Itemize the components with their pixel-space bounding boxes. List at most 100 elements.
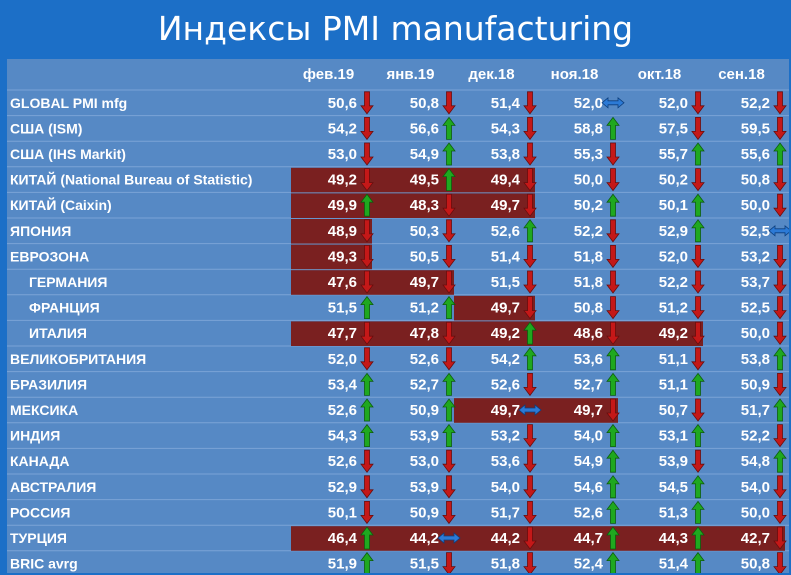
value-label: 55,3: [574, 146, 603, 163]
trend-down-icon: [606, 142, 620, 166]
value-cell: 47,6: [328, 270, 374, 294]
trend-down-icon: [773, 193, 787, 217]
value-cell: 52,7: [410, 372, 456, 396]
value-label: 53,8: [741, 351, 770, 368]
trend-down-icon: [606, 270, 620, 294]
column-header: сен.18: [718, 66, 765, 83]
value-label: 54,0: [574, 428, 603, 445]
value-label: 53,2: [491, 428, 520, 445]
value-label: 53,9: [410, 428, 439, 445]
row-label: GLOBAL PMI mfg: [10, 95, 127, 111]
value-cell: 54,8: [741, 449, 787, 473]
value-label: 52,0: [328, 351, 357, 368]
value-cell: 46,4: [328, 526, 374, 550]
trend-up-icon: [691, 526, 705, 550]
trend-down-icon: [523, 142, 537, 166]
value-label: 54,2: [328, 120, 357, 137]
value-label: 53,1: [659, 428, 688, 445]
value-label: 47,6: [328, 274, 357, 291]
table-row: США (IHS Markit) 53,0 54,9 53,8 55,3 55,7 55,6: [10, 142, 787, 166]
highlight-cell: [537, 526, 622, 551]
value-cell: 44,7: [574, 526, 620, 550]
value-cell: 52,2: [659, 270, 705, 294]
trend-down-icon: [360, 347, 374, 371]
trend-down-icon: [691, 321, 705, 345]
value-cell: 52,6: [491, 219, 537, 243]
table-row: МЕКСИКА 52,6 50,9 49,7 49,7 50,7 51,7: [10, 398, 787, 423]
trend-up-icon: [360, 551, 374, 573]
value-cell: 48,3: [410, 193, 456, 217]
value-label: 50,9: [741, 376, 770, 393]
row-label: КАНАДА: [10, 453, 69, 469]
trend-down-icon: [773, 526, 787, 550]
value-cell: 52,5: [741, 296, 787, 320]
value-label: 50,2: [659, 172, 688, 189]
pmi-table: фев.19 янв.19 дек.18 ноя.18 окт.18 сен.18 GLOB…: [7, 59, 789, 573]
value-cell: 53,7: [741, 270, 787, 294]
value-label: 51,8: [491, 556, 520, 573]
trend-down-icon: [523, 270, 537, 294]
highlight-cell: [291, 167, 373, 193]
value-cell: 54,3: [328, 423, 374, 447]
value-cell: 50,1: [328, 501, 374, 525]
table-row: КИТАЙ (National Bureau of Statistic) 49,2…: [10, 167, 787, 193]
value-label: 48,6: [574, 325, 603, 342]
value-cell: 53,8: [491, 142, 537, 166]
row-label: МЕКСИКА: [10, 402, 78, 418]
value-label: 44,2: [491, 530, 520, 547]
value-label: 50,2: [574, 197, 603, 214]
value-label: 52,0: [659, 95, 688, 112]
value-label: 50,9: [410, 504, 439, 521]
value-cell: 54,0: [741, 475, 787, 499]
column-header: фев.19: [303, 66, 354, 83]
value-label: 54,0: [491, 479, 520, 496]
trend-up-icon: [691, 475, 705, 499]
value-label: 52,2: [659, 274, 688, 291]
value-label: 52,7: [574, 376, 603, 393]
value-cell: 50,6: [328, 91, 374, 115]
trend-up-icon: [360, 372, 374, 396]
value-cell: 47,7: [328, 321, 374, 345]
trend-up-icon: [691, 423, 705, 447]
value-cell: 49,7: [491, 193, 537, 217]
trend-up-icon: [606, 449, 620, 473]
trend-down-icon: [523, 526, 537, 550]
value-label: 54,6: [574, 479, 603, 496]
value-cell: 53,9: [410, 423, 456, 447]
value-label: 53,9: [659, 453, 688, 470]
value-cell: 59,5: [741, 117, 787, 141]
value-cell: 49,2: [659, 321, 705, 345]
trend-flat-icon: [768, 224, 789, 237]
value-label: 49,5: [410, 172, 439, 189]
value-cell: 50,5: [410, 245, 456, 269]
value-cell: 50,3: [410, 219, 456, 243]
value-cell: 52,4: [574, 551, 620, 573]
value-label: 51,7: [741, 402, 770, 419]
value-cell: 49,7: [491, 402, 542, 419]
value-cell: 49,2: [491, 321, 537, 345]
trend-down-icon: [606, 168, 620, 192]
value-cell: 49,3: [328, 245, 374, 269]
value-label: 53,0: [328, 146, 357, 163]
value-label: 50,8: [741, 556, 770, 573]
table-row: РОССИЯ 50,1 50,9 51,7 52,6 51,3 50,0: [10, 500, 787, 525]
value-cell: 54,5: [659, 475, 705, 499]
trend-down-icon: [773, 91, 787, 115]
value-cell: 50,8: [410, 91, 456, 115]
value-label: 53,4: [328, 376, 358, 393]
highlight-cell: [373, 321, 454, 346]
table-row: США (ISM) 54,2 56,6 54,3 58,8 57,5 59,5: [10, 116, 787, 141]
value-label: 49,7: [491, 300, 520, 317]
value-cell: 50,8: [741, 552, 787, 573]
trend-up-icon: [442, 398, 456, 422]
value-cell: 51,9: [328, 551, 374, 573]
value-label: 54,9: [410, 146, 439, 163]
trend-down-icon: [691, 91, 705, 115]
value-cell: 49,9: [328, 193, 374, 217]
value-cell: 53,2: [741, 245, 787, 269]
value-cell: 50,9: [410, 398, 456, 422]
trend-down-icon: [691, 449, 705, 473]
value-cell: 53,0: [328, 142, 374, 166]
value-label: 52,2: [741, 95, 770, 112]
value-label: 50,0: [574, 172, 603, 189]
